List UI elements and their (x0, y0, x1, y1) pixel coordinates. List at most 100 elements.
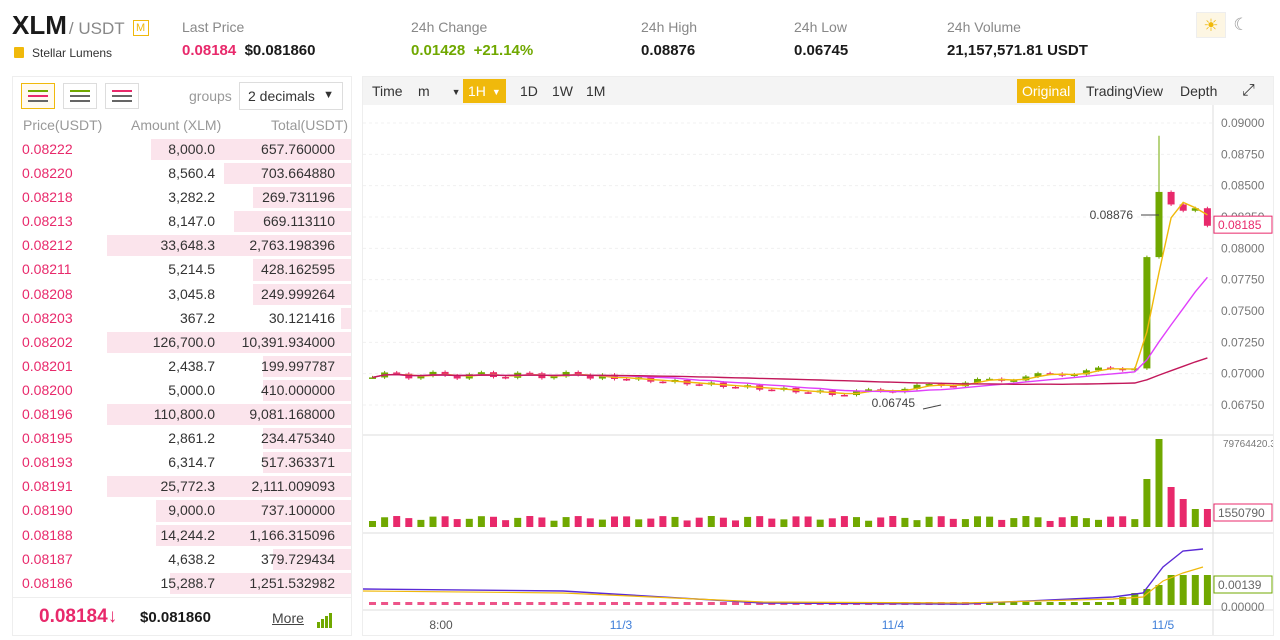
macd-bar (429, 602, 437, 605)
volume-current-label: 1550790 (1218, 506, 1265, 520)
ask-row[interactable]: 0.08203 367.2 30.121416 (13, 306, 351, 330)
ask-row[interactable]: 0.08220 8,560.4 703.664880 (13, 161, 351, 185)
view-depth[interactable]: Depth (1180, 83, 1218, 99)
ask-row[interactable]: 0.08201 2,438.7 199.997787 (13, 354, 351, 378)
volume-bar (1131, 519, 1139, 527)
depth-bar (253, 259, 351, 281)
ask-amount: 2,438.7 (168, 357, 215, 374)
view-tradingview[interactable]: TradingView (1086, 83, 1164, 99)
fullscreen-icon[interactable]: ⤢ (1242, 82, 1255, 99)
ask-total: 657.760000 (261, 141, 335, 157)
depth-bar (170, 572, 351, 594)
ask-price: 0.08188 (22, 526, 73, 543)
macd-bar (744, 602, 752, 605)
sun-icon[interactable]: ☀ (1196, 12, 1226, 38)
change-value: 0.01428 (411, 42, 466, 59)
order-book-footer: 0.08184↓ $0.081860 More (13, 597, 351, 635)
macd-bar (1046, 602, 1054, 605)
candle (804, 392, 812, 394)
ask-amount: 5,000.0 (168, 381, 215, 398)
macd-bar (369, 602, 376, 605)
candle (562, 371, 570, 377)
low-marker: 0.06745 (872, 396, 916, 410)
ask-total: 1,166.315096 (249, 526, 335, 543)
interval-time[interactable]: Time (372, 83, 403, 99)
coin-name[interactable]: Stellar Lumens (14, 46, 112, 60)
ask-price: 0.08201 (22, 357, 73, 374)
ask-row[interactable]: 0.08218 3,282.2 269.731196 (13, 185, 351, 209)
volume-bar (683, 520, 691, 527)
interval-minutes[interactable]: m ▼ (413, 79, 466, 103)
ask-row[interactable]: 0.08188 14,244.2 1,166.315096 (13, 523, 351, 547)
macd-bar (393, 602, 401, 605)
ask-row[interactable]: 0.08202 126,700.0 10,391.934000 (13, 330, 351, 354)
arrow-down-icon: ↓ (107, 606, 118, 627)
candle (429, 371, 437, 376)
volume-bar (1034, 517, 1042, 527)
ask-amount: 3,282.2 (168, 189, 215, 206)
ask-row[interactable]: 0.08187 4,638.2 379.729434 (13, 547, 351, 571)
ask-row[interactable]: 0.08208 3,045.8 249.999264 (13, 282, 351, 306)
footer-usd-value: $0.081860 (140, 609, 211, 626)
volume-bar (719, 517, 727, 527)
ask-row[interactable]: 0.08213 8,147.0 669.113110 (13, 209, 351, 233)
depth-bar (273, 548, 351, 570)
volume-bar (974, 516, 981, 527)
ask-row[interactable]: 0.08211 5,214.5 428.162595 (13, 257, 351, 281)
ask-row[interactable]: 0.08196 110,800.0 9,081.168000 (13, 402, 351, 426)
volume-bar (1046, 520, 1054, 527)
macd-bar (623, 602, 631, 605)
view-original[interactable]: Original (1017, 79, 1076, 103)
interval-1h[interactable]: 1H ▼ (463, 79, 506, 103)
chart-canvas[interactable]: 0.090000.087500.085000.082500.080000.077… (363, 105, 1273, 635)
book-both-icon[interactable] (21, 83, 55, 109)
depth-bar (156, 500, 351, 522)
groups-select[interactable]: 2 decimals ▼ (239, 82, 343, 110)
volume-bar (780, 519, 788, 527)
book-bids-icon[interactable] (63, 83, 97, 109)
depth-bar (253, 187, 351, 209)
ask-row[interactable]: 0.08186 15,288.7 1,251.532982 (13, 571, 351, 595)
ask-row[interactable]: 0.08200 5,000.0 410.000000 (13, 378, 351, 402)
ask-total: 2,111.009093 (251, 478, 335, 495)
macd-bar (611, 602, 618, 605)
candle (623, 379, 631, 381)
interval-1d[interactable]: 1D (520, 83, 538, 99)
col-amount: Amount (XLM) (131, 117, 222, 133)
volume-bar (393, 516, 401, 527)
volume-bar (744, 516, 752, 527)
volume-bar (1082, 518, 1090, 527)
last-price-value: 0.08184 (182, 42, 237, 59)
macd-bar (598, 602, 606, 605)
macd-bar (574, 602, 582, 605)
candle (1143, 257, 1151, 369)
ask-row[interactable]: 0.08193 6,314.7 517.363371 (13, 450, 351, 474)
volume-bar (441, 516, 449, 527)
volume-bar (877, 517, 885, 527)
macd-bar (647, 602, 655, 605)
symbol[interactable]: XLM / USDT M (12, 10, 149, 41)
ask-row[interactable]: 0.08212 33,648.3 2,763.198396 (13, 233, 351, 257)
ask-row[interactable]: 0.08190 9,000.0 737.100000 (13, 498, 351, 522)
volume-bar (1155, 439, 1163, 527)
candle (1179, 204, 1187, 211)
more-link[interactable]: More (272, 610, 304, 626)
macd-bar (1022, 602, 1030, 605)
ask-row[interactable]: 0.08195 2,861.2 234.475340 (13, 426, 351, 450)
volume-bar (453, 519, 461, 527)
ask-amount: 8,560.4 (168, 165, 215, 182)
stat-24h-change: 24h Change 0.01428 +21.14% (411, 19, 533, 59)
macd-bar (1082, 602, 1090, 605)
ask-price: 0.08200 (22, 381, 73, 398)
ask-row[interactable]: 0.08222 8,000.0 657.760000 (13, 137, 351, 161)
interval-1w[interactable]: 1W (552, 83, 573, 99)
ask-total: 199.997787 (261, 357, 335, 374)
interval-1m[interactable]: 1M (586, 83, 606, 99)
moon-icon[interactable]: ☾ (1233, 15, 1249, 34)
volume-bar (949, 518, 957, 527)
book-asks-icon[interactable] (105, 83, 139, 109)
current-price-label: 0.08185 (1218, 218, 1262, 232)
volume-bar (1107, 516, 1115, 527)
volume-bar (514, 517, 522, 527)
ask-row[interactable]: 0.08191 25,772.3 2,111.009093 (13, 474, 351, 498)
